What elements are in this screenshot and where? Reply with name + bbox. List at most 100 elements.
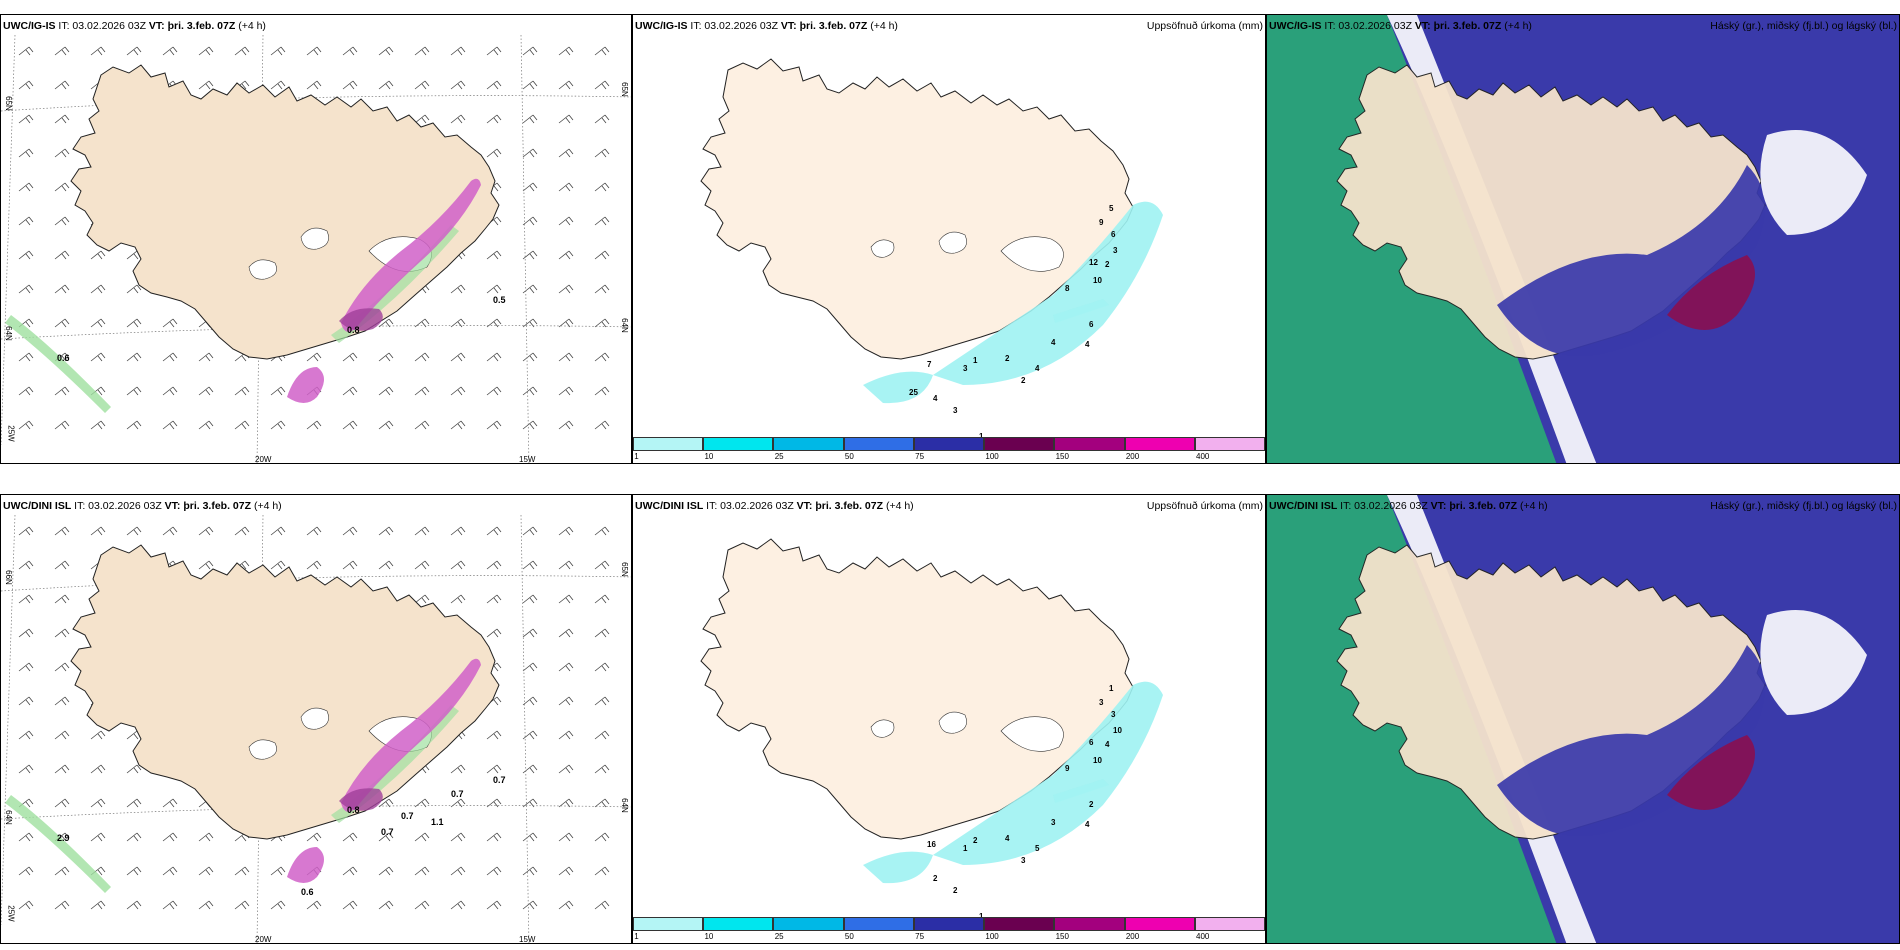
precip-value-label: 0.7	[381, 827, 394, 837]
wind-barb	[450, 560, 466, 570]
wind-barb	[54, 250, 70, 260]
map-wind-snow-igis: 0.6 0.5 0.8	[1, 34, 631, 463]
wind-barb	[234, 866, 250, 876]
colorbar-tick-label: 1	[634, 452, 639, 461]
precip-field	[933, 201, 1163, 385]
colorbar-tick-label: 150	[1055, 452, 1069, 461]
wind-barb	[522, 662, 538, 672]
colorbar-tick-label: 100	[985, 932, 999, 941]
panel-clouds-igis: UWC/IG-IS IT: 03.02.2026 03Z VT: þri. 3.…	[1266, 14, 1900, 464]
wind-barb	[342, 420, 358, 430]
wind-barb	[18, 352, 34, 362]
wind-barb	[522, 80, 538, 90]
wind-barb	[486, 352, 502, 362]
wind-barb	[54, 318, 70, 328]
precip-value-label: 4	[1005, 834, 1010, 843]
wind-barb	[18, 900, 34, 910]
wind-barb	[558, 420, 574, 430]
wind-barb	[594, 46, 610, 56]
panel-field-title: Háský (gr.), miðský (fj.bl.) og lágský (…	[1710, 20, 1897, 32]
wind-barb	[486, 46, 502, 56]
map-precip-dini: 13310461092435342116221	[700, 538, 1163, 921]
wind-barb	[90, 318, 106, 328]
colorbar-tick-label: 1	[634, 932, 639, 941]
lat-label-65n-right: 65N	[619, 82, 629, 97]
colorbar-tick-label: 150	[1055, 932, 1069, 941]
wind-barb	[594, 526, 610, 536]
precip-value-label: 7	[927, 360, 932, 369]
precip-value-label: 8	[1065, 284, 1070, 293]
lat-label-66n: 66N	[3, 570, 13, 585]
wind-barb	[306, 900, 322, 910]
wind-barb	[486, 114, 502, 124]
wind-barb	[450, 764, 466, 774]
wind-barb	[342, 832, 358, 842]
wind-barb	[342, 526, 358, 536]
wind-barb	[558, 560, 574, 570]
wind-barb	[414, 594, 430, 604]
wind-barb	[594, 730, 610, 740]
wind-barb	[126, 866, 142, 876]
wind-barb	[162, 798, 178, 808]
wind-barb	[414, 900, 430, 910]
precip-value-label: 0.5	[493, 295, 506, 305]
panel-wind-snow-igis: 0.6 0.5 0.8 UWC/IG-IS IT: 03.02.2026 03Z V…	[0, 14, 632, 464]
wind-barb	[378, 46, 394, 56]
glacier	[1000, 716, 1064, 752]
wind-barb	[18, 832, 34, 842]
wind-barb	[162, 866, 178, 876]
wind-barb	[198, 386, 214, 396]
lat-label-64n: 64N	[3, 326, 13, 341]
precip-value-label: 4	[1085, 820, 1090, 829]
precip-value-label: 2	[1089, 800, 1094, 809]
wind-barb	[594, 628, 610, 638]
precip-value-label: 10	[1093, 756, 1102, 765]
precip-value-label: 2	[953, 886, 958, 895]
wind-barb	[486, 866, 502, 876]
wind-barb	[558, 832, 574, 842]
wind-barb	[54, 696, 70, 706]
wind-barb	[162, 832, 178, 842]
wind-barb	[414, 866, 430, 876]
wind-barb	[450, 386, 466, 396]
wind-barb	[486, 420, 502, 430]
panel-wind-snow-dini: 2.9 0.7 0.8 0.7 0.6 1.1 0.7 0.7 UWC/DINI ISL IT…	[0, 494, 632, 944]
wind-barb	[306, 420, 322, 430]
wind-barb	[18, 284, 34, 294]
wind-barb	[18, 46, 34, 56]
wind-barb	[594, 284, 610, 294]
wind-barb	[198, 46, 214, 56]
wind-barb	[414, 318, 430, 328]
colorbar-tick-label: 10	[704, 452, 714, 461]
wind-barb	[558, 182, 574, 192]
lat-label-65n-right: 65N	[619, 562, 629, 577]
glacier	[248, 259, 277, 280]
graticule-line	[520, 34, 530, 463]
precip-value-label: 1	[1109, 684, 1114, 693]
lon-label-25w: 25W	[6, 425, 16, 442]
panel-precip-dini: 13310461092435342116221 UWC/DINI ISL IT:…	[632, 494, 1266, 944]
precip-value-label: 12	[1089, 258, 1098, 267]
lat-label-65n: 65N	[3, 96, 13, 111]
wind-barb	[486, 900, 502, 910]
wind-barb	[522, 114, 538, 124]
wind-barb	[558, 46, 574, 56]
snow-band	[339, 788, 383, 811]
wind-barb	[486, 764, 502, 774]
wind-barb	[486, 80, 502, 90]
colorbar-swatch	[1124, 917, 1195, 931]
precip-value-label: 2	[1021, 376, 1026, 385]
colorbar-swatch	[843, 437, 914, 451]
precip-value-label: 3	[963, 364, 968, 373]
precip-field	[863, 371, 933, 404]
wind-barb	[594, 352, 610, 362]
iceland-land	[70, 544, 500, 840]
wind-barb	[18, 386, 34, 396]
wind-barb	[450, 352, 466, 362]
colorbar-tick-label: 50	[844, 452, 854, 461]
wind-barb	[414, 832, 430, 842]
wind-barb	[18, 866, 34, 876]
wind-barb	[162, 526, 178, 536]
lat-label-64n-right: 64N	[619, 318, 629, 333]
wind-barb	[54, 526, 70, 536]
